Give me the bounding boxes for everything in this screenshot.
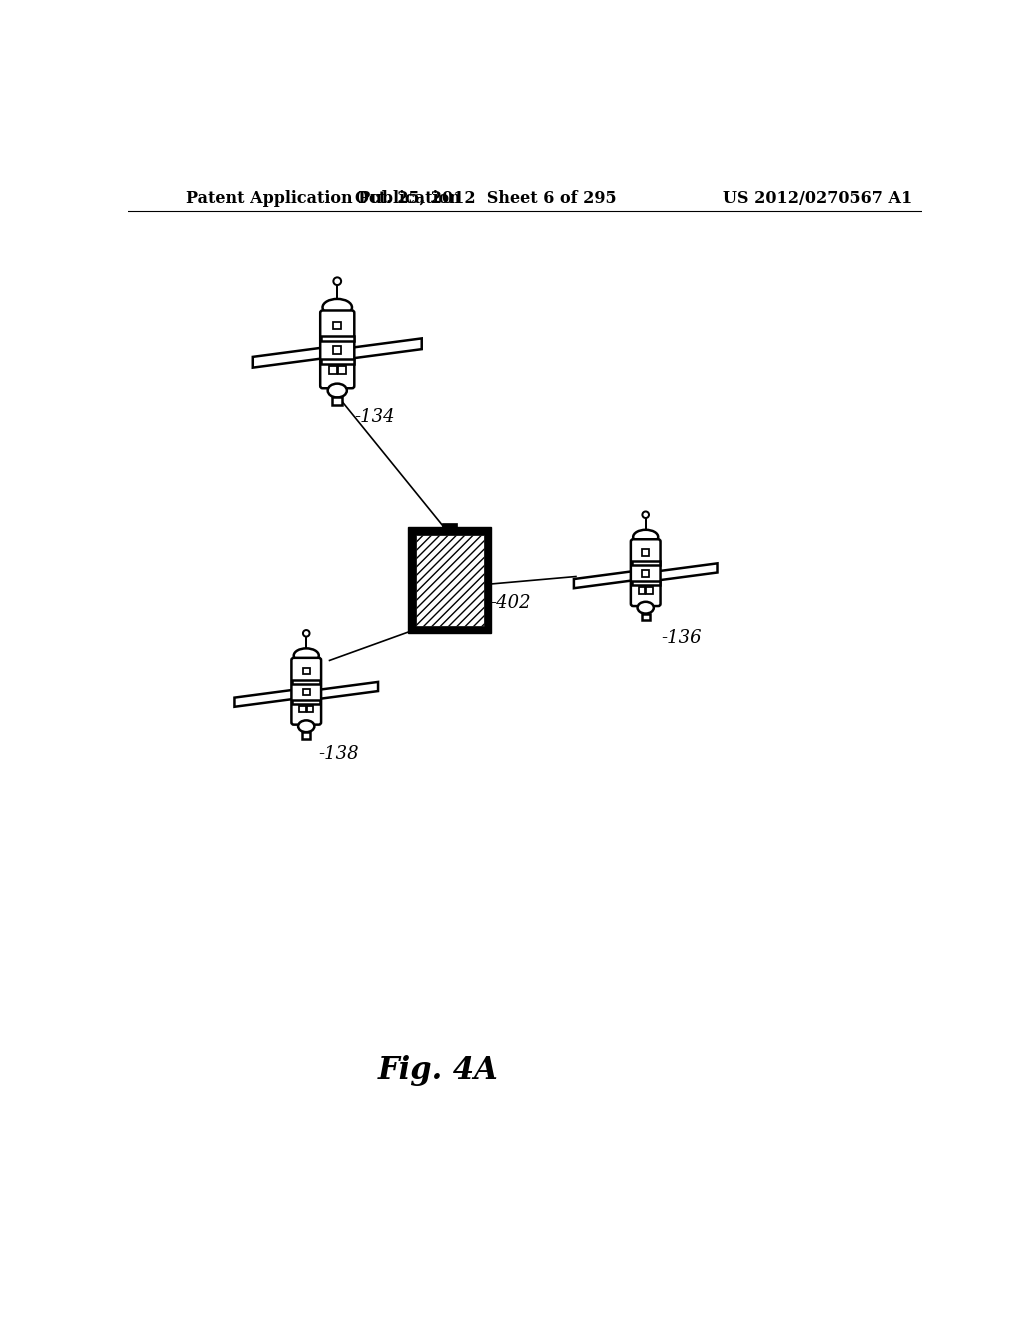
Ellipse shape [323, 298, 352, 315]
Bar [642, 614, 650, 620]
Bar [632, 561, 659, 565]
Bar [307, 706, 313, 713]
FancyBboxPatch shape [631, 540, 660, 606]
Polygon shape [253, 347, 323, 368]
FancyBboxPatch shape [321, 310, 354, 388]
Ellipse shape [328, 384, 347, 397]
Text: Fig. 4A: Fig. 4A [378, 1056, 499, 1086]
Polygon shape [318, 682, 378, 698]
Bar [408, 527, 492, 634]
Text: -402: -402 [489, 594, 530, 612]
Bar [416, 535, 483, 626]
Polygon shape [573, 572, 633, 589]
Polygon shape [234, 690, 294, 706]
Text: -134: -134 [354, 408, 395, 426]
Circle shape [303, 630, 309, 636]
Bar [338, 367, 345, 374]
Bar [321, 337, 353, 341]
Polygon shape [658, 564, 718, 581]
Bar [333, 397, 342, 405]
Text: -138: -138 [317, 746, 358, 763]
Ellipse shape [633, 529, 658, 544]
Bar [293, 680, 321, 684]
Bar [321, 359, 353, 364]
Text: US 2012/0270567 A1: US 2012/0270567 A1 [723, 190, 912, 207]
Text: -136: -136 [662, 630, 701, 647]
Bar [299, 706, 306, 713]
Bar [303, 668, 309, 675]
Circle shape [334, 277, 341, 285]
Ellipse shape [638, 602, 654, 614]
Ellipse shape [294, 648, 318, 663]
Bar [639, 587, 645, 594]
Bar [303, 689, 309, 696]
Bar [293, 700, 321, 704]
Circle shape [642, 511, 649, 517]
Ellipse shape [298, 721, 314, 733]
Bar [334, 346, 341, 354]
Polygon shape [352, 338, 422, 359]
Bar [632, 581, 659, 585]
Bar [646, 587, 652, 594]
FancyBboxPatch shape [292, 657, 322, 725]
Bar [302, 733, 310, 739]
Bar [442, 523, 458, 529]
Bar [329, 367, 337, 374]
Text: Patent Application Publication: Patent Application Publication [186, 190, 461, 207]
Text: Oct. 25, 2012  Sheet 6 of 295: Oct. 25, 2012 Sheet 6 of 295 [355, 190, 616, 207]
Bar [642, 549, 649, 556]
Bar [642, 570, 649, 577]
Bar [334, 322, 341, 330]
